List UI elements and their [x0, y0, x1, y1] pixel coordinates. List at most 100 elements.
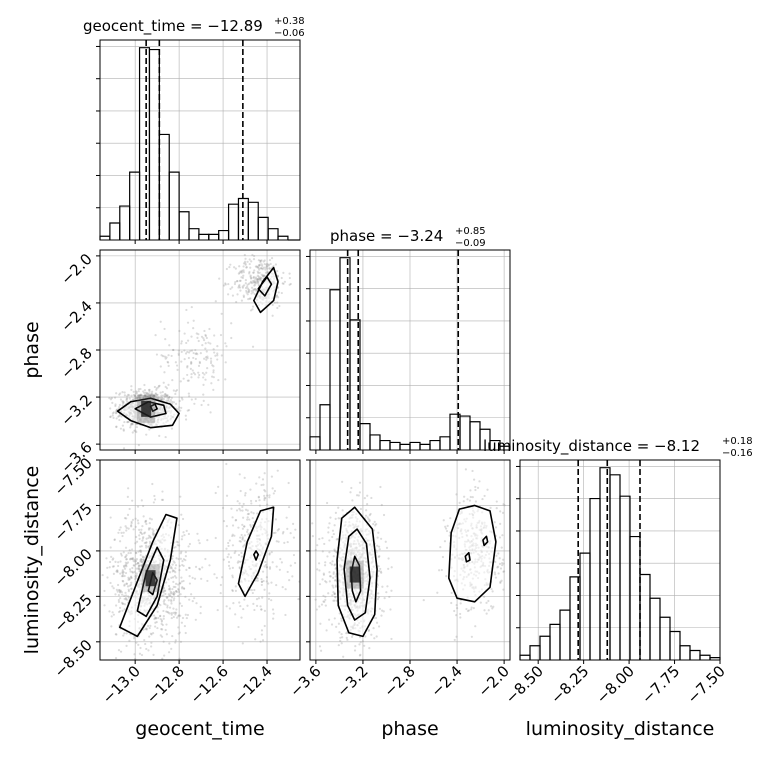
scatter-point [232, 602, 235, 605]
scatter-point [247, 533, 250, 536]
scatter-point [159, 320, 162, 323]
scatter-point [159, 618, 162, 621]
scatter-point [262, 483, 265, 486]
scatter-point [190, 305, 193, 309]
scatter-point [221, 576, 224, 579]
contour-line [336, 506, 378, 638]
x-tick-label: −7.50 [684, 662, 729, 707]
scatter-point [236, 279, 239, 283]
scatter-point [225, 345, 228, 348]
scatter-point [251, 591, 254, 595]
scatter-point [196, 336, 199, 339]
scatter-point [494, 576, 498, 579]
scatter-point [231, 294, 235, 297]
scatter-point [168, 587, 171, 590]
scatter-point [167, 398, 170, 401]
scatter-point [333, 548, 336, 551]
scatter-point [170, 591, 173, 594]
scatter-point [181, 616, 185, 620]
scatter-point [166, 360, 169, 364]
scatter-point [257, 277, 260, 280]
scatter-point [268, 567, 272, 570]
scatter-point [337, 506, 340, 509]
scatter-point [190, 373, 193, 376]
scatter-point [444, 527, 448, 530]
scatter-point [171, 569, 175, 572]
scatter-point [167, 399, 170, 402]
scatter-point [163, 355, 166, 358]
scatter-point [306, 602, 308, 604]
scatter-point [278, 304, 281, 308]
scatter-point [165, 393, 168, 397]
scatter-point [118, 590, 122, 593]
scatter-point [178, 399, 181, 403]
scatter-point [152, 653, 155, 656]
scatter-point [240, 276, 243, 279]
scatter-point [243, 534, 246, 537]
scatter-point [311, 535, 314, 538]
scatter-point [268, 496, 271, 499]
scatter-point [242, 271, 245, 274]
scatter-point [163, 598, 166, 602]
scatter-point [222, 558, 225, 561]
scatter-point [377, 531, 380, 534]
scatter-point [181, 560, 184, 563]
scatter-point [142, 532, 146, 535]
scatter-point [473, 478, 476, 481]
scatter-point [245, 266, 248, 269]
scatter-point [139, 558, 142, 561]
scatter-point [249, 277, 253, 280]
scatter-point [130, 587, 133, 590]
scatter-point [254, 283, 257, 286]
scatter-point [357, 494, 360, 497]
scatter-point [243, 253, 246, 257]
scatter-point [256, 278, 259, 281]
scatter-point [387, 557, 390, 560]
scatter-point [137, 567, 140, 570]
scatter-point [224, 283, 227, 286]
scatter-point [294, 528, 297, 531]
scatter-point [281, 532, 285, 535]
scatter-point [167, 651, 171, 654]
scatter-point [149, 536, 152, 539]
scatter-point [238, 560, 242, 563]
density-core [145, 570, 156, 587]
scatter-point [249, 266, 252, 269]
scatter-point [109, 546, 112, 549]
scatter-point [216, 345, 219, 348]
scatter-point [224, 282, 227, 285]
scatter-point [256, 278, 259, 281]
scatter-point [117, 594, 120, 597]
scatter-point [244, 508, 248, 511]
scatter-point [155, 387, 158, 390]
scatter-point [136, 664, 138, 666]
scatter-point [142, 556, 145, 559]
scatter-point [180, 580, 183, 583]
scatter-point [260, 263, 263, 266]
scatter-point [138, 534, 141, 537]
scatter-point [271, 303, 274, 307]
scatter-point [160, 394, 163, 397]
scatter-point [265, 563, 268, 567]
scatter-point [257, 264, 260, 267]
contour-line [237, 506, 275, 598]
scatter-point [227, 560, 231, 564]
scatter-point [240, 271, 243, 274]
scatter-point [324, 561, 327, 564]
scatter-point [446, 524, 449, 528]
scatter-point [168, 612, 171, 615]
scatter-point [145, 537, 148, 540]
scatter-point [151, 528, 154, 531]
scatter-point [149, 527, 152, 530]
scatter-point [467, 609, 471, 612]
scatter-point [287, 506, 291, 509]
scatter-point [333, 617, 336, 620]
scatter-point [114, 593, 117, 596]
scatter-point [486, 488, 489, 491]
scatter-point [243, 525, 246, 528]
scatter-point [205, 358, 208, 361]
scatter-point [273, 489, 277, 493]
scatter-point [199, 352, 202, 355]
scatter-point [198, 568, 202, 571]
scatter-point [155, 620, 158, 624]
